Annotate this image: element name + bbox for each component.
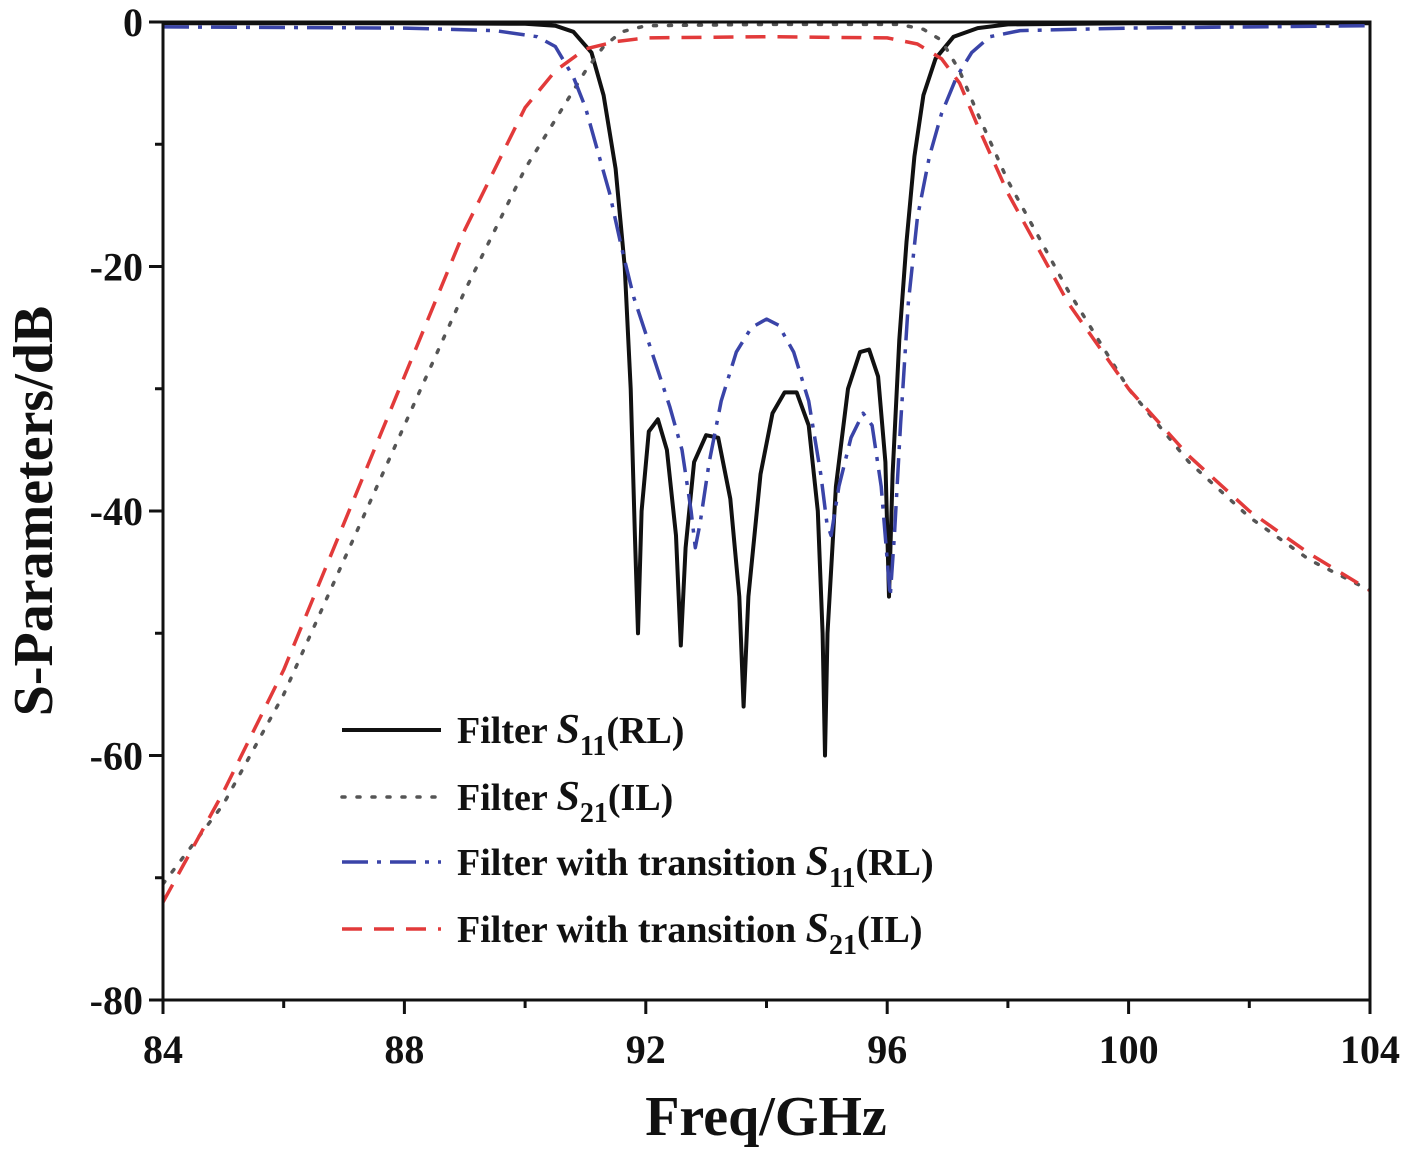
x-tick-label: 88 <box>384 1027 424 1072</box>
series-layer <box>163 22 1370 904</box>
y-tick-label: 0 <box>123 0 143 45</box>
y-tick-label: -40 <box>90 489 143 534</box>
x-tick-label: 100 <box>1099 1027 1159 1072</box>
y-tick-label: -20 <box>90 245 143 290</box>
legend: Filter S11(RL) Filter S21(IL) Filter with … <box>340 707 934 961</box>
legend-label-2: Filter S21(IL) <box>457 774 673 829</box>
y-tick-label: -80 <box>90 978 143 1023</box>
legend-label-3: Filter with transition S11(RL) <box>457 839 934 894</box>
ticks-layer <box>149 20 1372 1014</box>
series-line-3 <box>163 23 1370 599</box>
tick-labels-layer: 84 88 92 96 100 104 0 -20 -40 -60 -80 <box>90 0 1400 1072</box>
x-axis-title: Freq/GHz <box>645 1086 887 1148</box>
x-tick-label: 92 <box>626 1027 666 1072</box>
legend-label-1: Filter S11(RL) <box>457 707 684 762</box>
series-line-1 <box>163 22 1370 758</box>
x-tick-label: 96 <box>867 1027 907 1072</box>
series-line-4 <box>163 34 1370 904</box>
series-line-2 <box>163 22 1370 886</box>
x-tick-label: 84 <box>143 1027 183 1072</box>
y-axis-title: S-Parameters/dB <box>3 306 65 717</box>
x-tick-label: 104 <box>1340 1027 1400 1072</box>
y-tick-label: -60 <box>90 734 143 779</box>
legend-label-4: Filter with transition S21(IL) <box>457 906 922 961</box>
